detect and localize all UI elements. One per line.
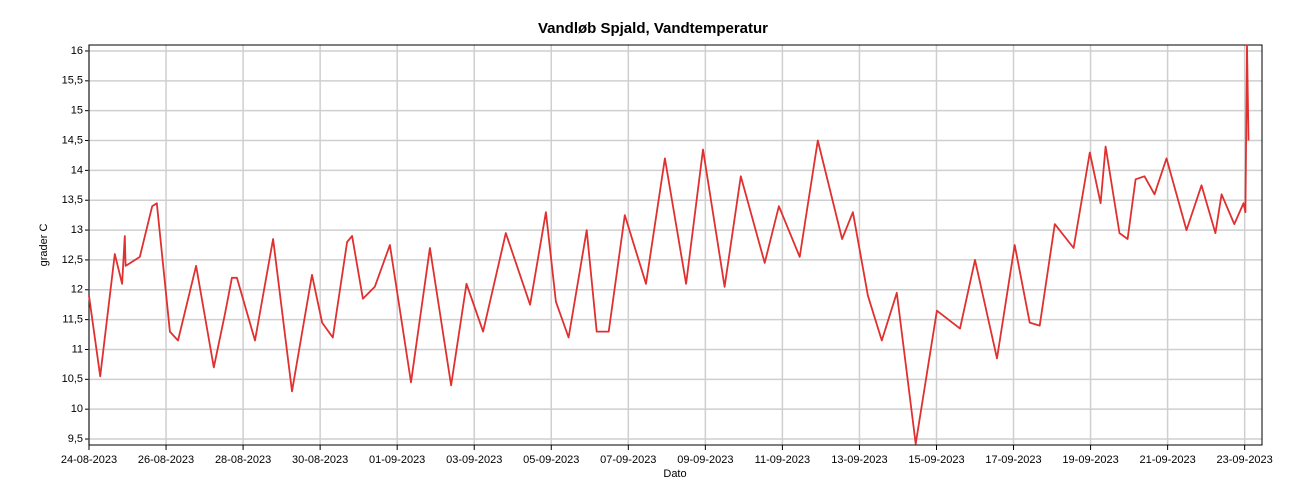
y-tick-label: 15,5	[62, 75, 83, 87]
x-tick-label: 07-09-2023	[600, 454, 656, 466]
x-tick-label: 11-09-2023	[755, 454, 810, 466]
plot-frame	[88, 44, 1263, 446]
y-tick-label: 16	[71, 45, 83, 57]
x-tick-label: 28-08-2023	[215, 454, 271, 466]
y-tick-label: 13,5	[62, 194, 83, 206]
y-tick-label: 13	[71, 224, 83, 236]
x-tick-label: 19-09-2023	[1062, 454, 1118, 466]
y-tick-label: 12	[71, 284, 83, 296]
y-tick-label: 10,5	[62, 373, 83, 385]
y-tick-label: 11	[72, 343, 83, 355]
x-tick-label: 26-08-2023	[138, 454, 194, 466]
y-tick-label: 14,5	[62, 134, 83, 146]
y-tick-label: 9,5	[68, 433, 83, 445]
x-tick-label: 17-09-2023	[985, 454, 1041, 466]
y-tick-label: 14	[71, 164, 83, 176]
y-tick-label: 12,5	[62, 254, 83, 266]
x-axis-label: Dato	[663, 468, 686, 480]
x-tick-label: 21-09-2023	[1139, 454, 1195, 466]
x-tick-label: 24-08-2023	[61, 454, 117, 466]
x-tick-label: 13-09-2023	[831, 454, 887, 466]
x-tick-label: 30-08-2023	[292, 454, 348, 466]
x-tick-label: 03-09-2023	[446, 454, 502, 466]
y-tick-label: 15	[71, 105, 83, 117]
x-tick-label: 15-09-2023	[908, 454, 964, 466]
data-line	[88, 44, 1250, 445]
x-tick-label: 23-09-2023	[1217, 454, 1273, 466]
y-axis-label: grader C	[38, 224, 50, 267]
chart-title: Vandløb Spjald, Vandtemperatur	[538, 20, 768, 37]
x-tick-label: 05-09-2023	[523, 454, 579, 466]
x-tick-label: 01-09-2023	[369, 454, 425, 466]
y-tick-label: 10	[71, 403, 83, 415]
x-tick-label: 09-09-2023	[677, 454, 733, 466]
y-tick-label: 11,5	[62, 314, 83, 326]
